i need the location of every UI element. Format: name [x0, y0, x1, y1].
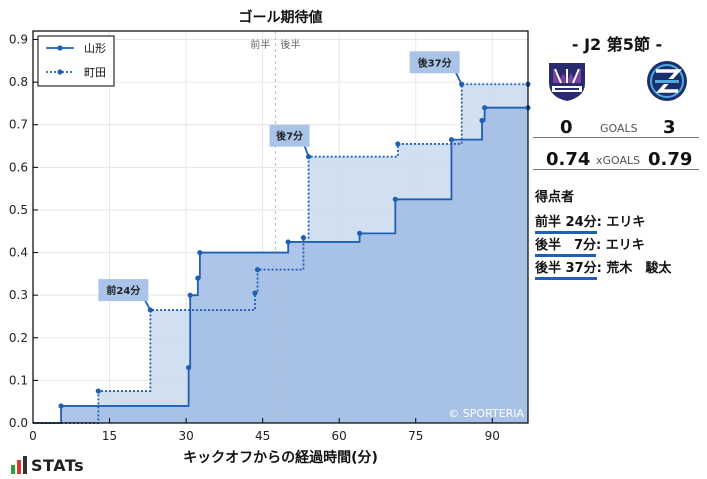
scorer-name: : エリキ [596, 215, 646, 230]
scorer-name: : エリキ [596, 238, 645, 253]
annotation-label: 後37分 [418, 56, 452, 69]
data-point-yamagata [479, 117, 485, 124]
x-tick-label: 75 [408, 429, 423, 443]
stats-brand: STATs [31, 456, 85, 475]
annotation-label: 前24分 [106, 284, 140, 297]
annotations: 前24分 後7分 後37分 [98, 51, 463, 311]
annotation-box [269, 124, 310, 147]
data-point-machida [395, 141, 401, 147]
data-point-machida [95, 388, 101, 394]
scorer-time: 後半 7分 [535, 238, 597, 257]
fc-machida-zelvia-logo [647, 61, 687, 101]
legend-box [37, 35, 115, 87]
home-xg: 0.74 [546, 149, 591, 170]
scorer-item: 後半 7分: エリキ [535, 234, 645, 257]
y-tick-label: 0.0 [9, 416, 28, 430]
brand-bar [23, 456, 27, 474]
legend-label-machida: 町田 [84, 66, 106, 79]
series-line-machida [33, 83, 528, 424]
scorer-item: 後半 37分: 荒木 駿太 [535, 257, 672, 280]
y-tick-label: 0.7 [9, 118, 28, 132]
y-tick-label: 0.5 [9, 203, 28, 217]
away-goals: 3 [663, 117, 676, 138]
data-point-yamagata [356, 230, 363, 236]
data-point-yamagata [186, 365, 192, 371]
xgoals-row: 0.74 xGOALS 0.79 [533, 149, 699, 173]
annotation-box [409, 51, 460, 74]
divider [533, 137, 699, 138]
x-tick-label: 60 [332, 429, 347, 443]
brand-bar [11, 465, 15, 474]
x-tick-label: 0 [29, 429, 37, 443]
area-fill-yamagata [33, 107, 528, 424]
scorer-time: 前半 24分 [535, 215, 597, 234]
y-tick-label: 0.1 [9, 373, 28, 387]
chart-title: ゴール期待値 [239, 9, 323, 26]
series-lines [33, 83, 528, 424]
annotation-box [98, 279, 149, 302]
data-point-yamagata [58, 403, 64, 409]
xg-label: xGOALS [596, 154, 641, 167]
x-axis-label: キックオフからの経過時間(分) [183, 449, 378, 466]
x-tick-label: 45 [255, 429, 270, 443]
series-line-yamagata [33, 106, 528, 424]
scorer-name: : 荒木 駿太 [596, 261, 672, 276]
y-tick-label: 0.9 [9, 33, 28, 47]
halftime-label-second: 後半 [280, 38, 300, 51]
halftime-label-first: 前半 [250, 38, 270, 51]
stats-logo-icon [11, 456, 27, 474]
legend: 山形 町田 [37, 35, 115, 87]
data-point-machida [254, 267, 261, 273]
y-tick-label: 0.6 [9, 160, 28, 174]
scorers-title: 得点者 [535, 190, 575, 205]
data-point-yamagata [195, 275, 201, 281]
annotation-label: 後7分 [276, 130, 303, 143]
goals-row: 0 GOALS 3 [533, 117, 699, 141]
data-point-machida [252, 290, 258, 296]
data-point-yamagata [392, 196, 398, 202]
y-tick-label: 0.8 [9, 75, 28, 89]
divider [533, 169, 699, 170]
data-point-yamagata [197, 249, 203, 256]
legend-marker-yamagata [57, 45, 63, 51]
home-goals: 0 [560, 117, 573, 138]
axis-ticks: 0 15 30 45 60 75 90 0.0 0.1 0.2 0.3 0.4 0.5 0.6 0.7 0.8… [9, 33, 500, 443]
brand-bar [17, 460, 21, 474]
y-tick-label: 0.4 [9, 246, 28, 260]
y-tick-label: 0.2 [9, 331, 28, 345]
series-points [58, 81, 531, 409]
data-point-machida [300, 235, 307, 241]
x-tick-label: 90 [485, 429, 500, 443]
data-point-yamagata [187, 292, 193, 298]
legend-marker-machida [57, 69, 63, 75]
montedio-yamagata-logo [549, 63, 585, 101]
watermark: © SPORTERIA [448, 407, 524, 420]
plot-frame [32, 30, 529, 424]
scorer-item: 前半 24分: エリキ [535, 211, 646, 234]
area-fills [33, 84, 528, 424]
x-tick-label: 30 [178, 429, 193, 443]
data-point-yamagata [482, 105, 488, 111]
y-tick-label: 0.3 [9, 288, 28, 302]
goals-label: GOALS [600, 122, 638, 135]
data-point-yamagata [285, 239, 291, 245]
scorer-time: 後半 37分 [535, 261, 597, 280]
data-point-yamagata [448, 137, 455, 143]
legend-label-yamagata: 山形 [84, 42, 106, 55]
away-xg: 0.79 [648, 149, 693, 170]
match-title: - J2 第5節 - [571, 35, 663, 54]
x-tick-label: 15 [102, 429, 117, 443]
